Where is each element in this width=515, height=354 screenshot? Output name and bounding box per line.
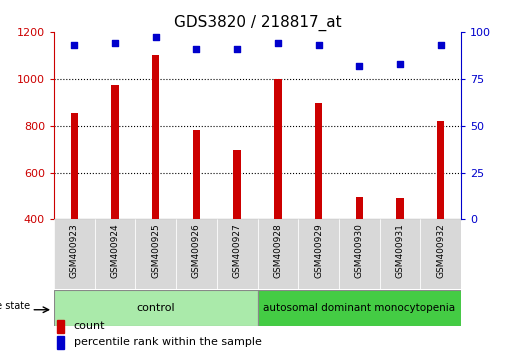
Bar <box>54 219 95 289</box>
Bar <box>111 85 119 313</box>
Bar <box>54 290 258 326</box>
Bar <box>152 55 160 313</box>
Bar <box>95 219 135 289</box>
Point <box>233 46 241 52</box>
Bar <box>57 336 64 349</box>
Bar <box>274 79 282 313</box>
Text: autosomal dominant monocytopenia: autosomal dominant monocytopenia <box>263 303 455 313</box>
Bar <box>71 113 78 313</box>
Title: GDS3820 / 218817_at: GDS3820 / 218817_at <box>174 14 341 30</box>
Bar <box>258 290 461 326</box>
Bar <box>233 150 241 313</box>
Point <box>436 42 444 48</box>
Bar <box>57 320 64 333</box>
Text: GSM400928: GSM400928 <box>273 223 282 278</box>
Bar <box>193 130 200 313</box>
Bar <box>355 197 363 313</box>
Point <box>151 35 160 40</box>
Bar <box>176 219 217 289</box>
Text: count: count <box>74 321 105 331</box>
Bar <box>437 121 444 313</box>
Text: GSM400926: GSM400926 <box>192 223 201 278</box>
Point <box>70 42 78 48</box>
Bar <box>315 103 322 313</box>
Text: GSM400924: GSM400924 <box>111 223 119 278</box>
Text: GSM400927: GSM400927 <box>233 223 242 278</box>
Text: control: control <box>136 303 175 313</box>
Bar <box>396 198 404 313</box>
Bar <box>298 219 339 289</box>
Bar <box>135 219 176 289</box>
Text: GSM400923: GSM400923 <box>70 223 79 278</box>
Point <box>274 40 282 46</box>
Text: disease state: disease state <box>0 301 30 311</box>
Bar <box>339 219 380 289</box>
Text: GSM400930: GSM400930 <box>355 223 364 278</box>
Point <box>355 63 363 68</box>
Point <box>192 46 200 52</box>
Point <box>396 61 404 67</box>
Text: GSM400932: GSM400932 <box>436 223 445 278</box>
Bar <box>380 219 420 289</box>
Text: percentile rank within the sample: percentile rank within the sample <box>74 337 262 347</box>
Text: GSM400929: GSM400929 <box>314 223 323 278</box>
Bar <box>217 219 258 289</box>
Point <box>314 42 322 48</box>
Bar <box>258 219 298 289</box>
Text: GSM400925: GSM400925 <box>151 223 160 278</box>
Point <box>111 40 119 46</box>
Text: GSM400931: GSM400931 <box>396 223 404 278</box>
Bar <box>420 219 461 289</box>
